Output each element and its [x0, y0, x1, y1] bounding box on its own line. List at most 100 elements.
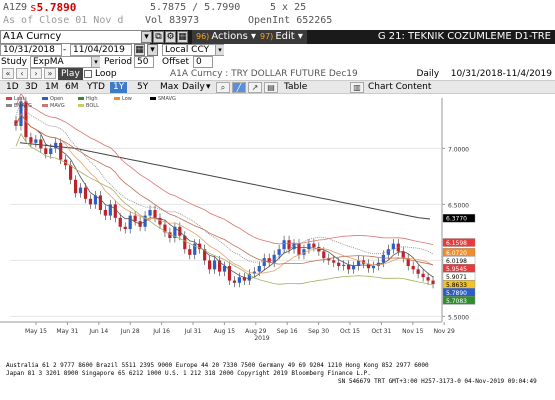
bid-ask: 5.7875 / 5.7990 — [150, 2, 241, 13]
period-button-max[interactable]: Max — [160, 82, 179, 92]
start-date-field[interactable]: 10/31/2018 — [0, 44, 62, 56]
value-tag — [442, 296, 476, 305]
period-button-3d[interactable]: 3D — [25, 82, 38, 92]
table-icon[interactable]: ▤ — [264, 82, 278, 93]
bid-ask-size: 5 x 25 — [270, 2, 307, 13]
candle-body — [277, 249, 281, 255]
price-value: 5.7890 — [36, 1, 77, 14]
volume-value: 83973 — [169, 15, 200, 26]
chart-range-info: Daily 10/31/2018-11/4/2019 — [416, 68, 552, 80]
legend-swatch — [150, 97, 156, 100]
value-tag-label: 5.9545 — [446, 266, 467, 273]
edit-number: 97) — [260, 32, 274, 41]
candle-body — [54, 142, 58, 149]
candle-body — [332, 260, 336, 263]
candle-body — [69, 165, 73, 180]
draw-line-icon[interactable]: ╱ — [232, 82, 246, 93]
candle-body — [128, 215, 132, 230]
edit-dropdown-icon: ▾ — [297, 31, 303, 42]
period-label: Period — [104, 57, 133, 67]
value-tag-label: 5.7890 — [446, 290, 467, 297]
candle-body — [39, 139, 43, 149]
candle-body — [352, 266, 356, 270]
fast-forward-icon[interactable]: » — [44, 68, 56, 79]
x-tick-label: May 31 — [56, 328, 78, 335]
x-tick-label: Jul 31 — [184, 328, 202, 335]
calendar-icon[interactable]: ▦ — [134, 44, 145, 56]
footer: Australia 61 2 9777 8600 Brazil 5511 239… — [0, 360, 555, 400]
period-button-1m[interactable]: 1M — [45, 82, 59, 92]
candle-body — [173, 226, 177, 238]
actions-menu[interactable]: 96) Actions ▾ — [192, 30, 261, 44]
x-tick-label: Aug 29 — [245, 328, 266, 335]
candle-body — [108, 204, 112, 216]
candle-body — [73, 179, 78, 194]
legend-label: Low — [122, 96, 132, 102]
currency-dropdown-icon[interactable]: ▾ — [215, 45, 224, 55]
period-button-ytd[interactable]: YTD — [87, 82, 105, 92]
rewind-icon[interactable]: « — [2, 68, 14, 79]
candle-body — [411, 266, 415, 270]
candle-body — [49, 148, 53, 154]
legend-label: BOLL — [86, 103, 99, 109]
study-dropdown-icon[interactable]: ▾ — [91, 57, 100, 67]
zoom-icon[interactable]: ⌕ — [216, 82, 230, 93]
candle-body — [431, 280, 435, 284]
footer-contacts: Australia 61 2 9777 8600 Brazil 5511 239… — [6, 362, 429, 369]
edit-menu[interactable]: 97) Edit ▾ — [256, 30, 307, 44]
frequency-dropdown-icon[interactable]: ▾ — [206, 82, 211, 92]
legend-item: SMAVG — [150, 96, 176, 102]
step-forward-icon[interactable]: › — [30, 68, 42, 79]
study-label: Study — [1, 57, 27, 67]
chart-content-button[interactable]: Chart Content — [368, 82, 432, 92]
legend-label: Last — [14, 96, 25, 102]
offset-field[interactable]: 0 — [193, 56, 213, 68]
copy-icon[interactable]: ⧉ — [153, 31, 164, 43]
candle-body — [391, 243, 395, 250]
security-dropdown-icon[interactable]: ▾ — [141, 31, 152, 43]
candle-body — [312, 243, 316, 247]
legend-label: EMAVG — [14, 103, 32, 109]
study-select[interactable]: ExpMA — [30, 56, 100, 68]
legend-swatch — [42, 97, 48, 100]
candle-body — [327, 258, 331, 261]
chart-content-icon[interactable]: ▥ — [350, 82, 364, 93]
trend-icon[interactable]: ↗ — [248, 82, 262, 93]
loop-checkbox[interactable] — [84, 70, 92, 78]
candle-body — [347, 264, 351, 270]
candle-body — [322, 251, 326, 259]
y-tick-label: 5.5000 — [448, 314, 469, 321]
value-tag-label: 6.1598 — [446, 240, 467, 247]
legend-label: Open — [50, 96, 64, 102]
period-button-1d[interactable]: 1D — [6, 82, 19, 92]
candle-body — [98, 195, 102, 210]
period-button-5y[interactable]: 5Y — [137, 82, 149, 92]
range-dropdown-icon[interactable]: ▾ — [147, 44, 158, 56]
play-button[interactable]: Play — [58, 68, 83, 80]
year-label: 2019 — [254, 335, 269, 342]
chart-icon[interactable]: ▦ — [177, 31, 188, 43]
value-tag-label: 5.7083 — [446, 298, 467, 305]
step-back-icon[interactable]: ‹ — [16, 68, 28, 79]
period-button-6m[interactable]: 6M — [65, 82, 79, 92]
candle-body — [386, 249, 390, 255]
frequency-select[interactable]: Daily — [182, 82, 205, 92]
candle-body — [262, 258, 266, 266]
legend-item: MAVG — [42, 103, 65, 109]
period-field[interactable]: 50 — [134, 56, 154, 68]
candle-body — [292, 243, 296, 250]
period-button-1y[interactable]: 1Y — [110, 82, 128, 93]
security-input[interactable]: A1A Curncy — [0, 30, 150, 44]
volume: Vol 83973 — [145, 15, 199, 26]
candle-body — [232, 280, 237, 283]
end-date-field[interactable]: 11/04/2019 — [70, 44, 132, 56]
open-interest-value: 652265 — [296, 15, 333, 26]
candle-body — [88, 198, 93, 205]
as-of-close: As of Close 01 Nov d — [3, 15, 124, 26]
candle-body — [208, 260, 212, 270]
candle-body — [123, 226, 127, 230]
x-tick-label: Sep 30 — [308, 328, 329, 335]
settings-gear-icon[interactable]: ⚙ — [165, 31, 176, 43]
table-button[interactable]: Table — [284, 82, 308, 92]
